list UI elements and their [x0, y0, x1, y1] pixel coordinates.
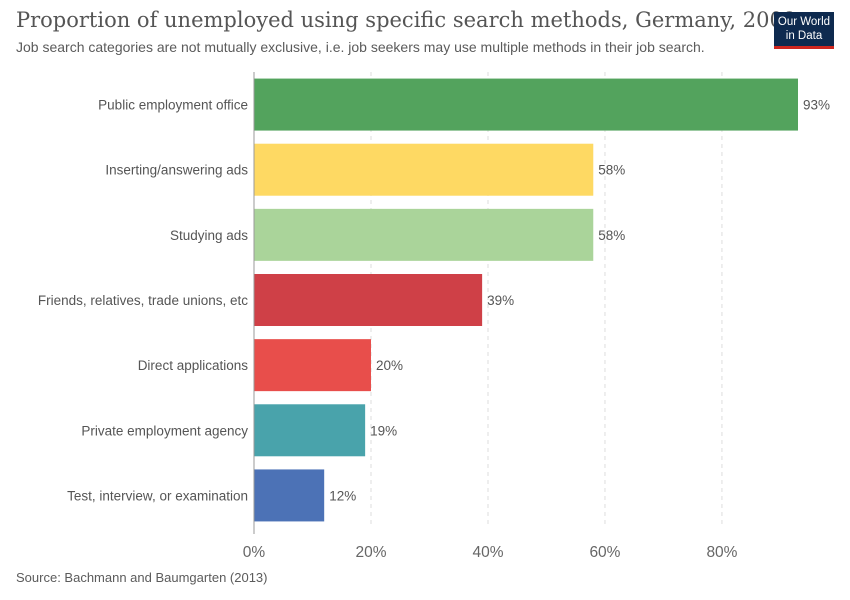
value-label: 20%: [376, 358, 403, 373]
bar: [254, 404, 366, 457]
x-tick-label: 20%: [355, 544, 386, 561]
category-label: Direct applications: [138, 358, 249, 373]
value-label: 39%: [487, 293, 514, 308]
value-label: 93%: [803, 98, 830, 113]
bar: [254, 469, 325, 522]
chart-subtitle: Job search categories are not mutually e…: [16, 39, 705, 55]
value-label: 19%: [370, 423, 397, 438]
x-tick-label: 60%: [589, 544, 620, 561]
logo-line-1: Our World: [777, 16, 831, 28]
category-label: Friends, relatives, trade unions, etc: [38, 293, 248, 308]
bar: [254, 274, 483, 326]
category-label: Public employment office: [98, 98, 248, 113]
x-tick-label: 40%: [472, 544, 503, 561]
value-label: 58%: [598, 163, 625, 178]
bar: [254, 78, 798, 131]
owid-logo[interactable]: Our World in Data: [774, 12, 834, 49]
category-label: Inserting/answering ads: [105, 163, 248, 178]
source-note[interactable]: Source: Bachmann and Baumgarten (2013): [16, 570, 268, 585]
bar: [254, 143, 594, 196]
bar: [254, 208, 594, 261]
x-tick-label: 80%: [706, 544, 737, 561]
logo-line-2: in Data: [785, 30, 823, 42]
category-label: Test, interview, or examination: [67, 488, 248, 503]
bar: [254, 339, 371, 392]
x-tick-label: 0%: [243, 544, 266, 561]
category-label: Studying ads: [170, 228, 248, 243]
value-label: 58%: [598, 228, 625, 243]
category-label: Private employment agency: [81, 423, 248, 438]
value-label: 12%: [329, 488, 356, 503]
chart-title: Proportion of unemployed using specific …: [16, 8, 797, 32]
